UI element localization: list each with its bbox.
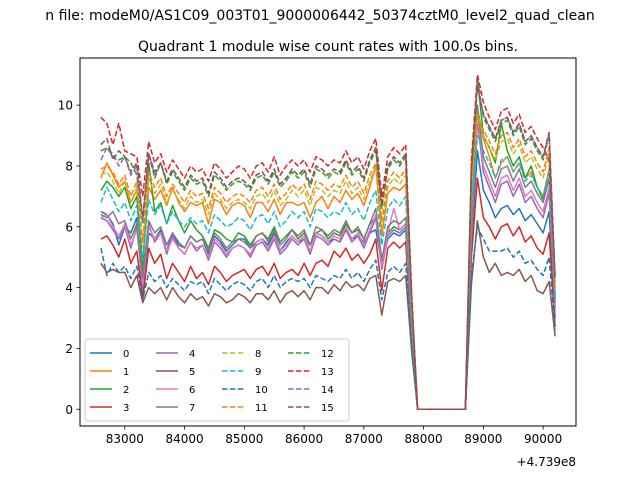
y-tick-label: 4 xyxy=(65,281,73,295)
series-line-9 xyxy=(100,134,556,411)
plot-lines xyxy=(100,73,556,411)
x-tick-label: 83000 xyxy=(106,432,144,446)
chart-title: Quadrant 1 module wise count rates with … xyxy=(138,39,518,55)
series-line-3 xyxy=(100,177,556,411)
legend-label-13: 13 xyxy=(321,367,334,378)
y-tick-label: 8 xyxy=(65,159,73,173)
series-line-13 xyxy=(100,73,556,411)
x-tick-label: 85000 xyxy=(225,432,263,446)
series-line-6 xyxy=(100,113,556,411)
series-line-5 xyxy=(100,219,556,411)
series-line-10 xyxy=(100,226,556,411)
y-tick-label: 6 xyxy=(65,220,73,234)
legend-label-1: 1 xyxy=(123,367,129,378)
x-tick-label: 88000 xyxy=(405,432,443,446)
legend-box xyxy=(84,338,350,422)
series-line-11 xyxy=(100,119,556,411)
legend-label-11: 11 xyxy=(255,403,268,414)
figure-suptitle: n file: modeM0/AS1C09_003T01_9000006442_… xyxy=(45,8,594,24)
x-tick-label: 90000 xyxy=(524,432,562,446)
series-line-8 xyxy=(100,113,556,411)
y-tick-label: 10 xyxy=(58,99,73,113)
y-tick-label: 2 xyxy=(65,342,73,356)
legend-label-4: 4 xyxy=(189,349,195,360)
x-axis-ticks: 83000 84000 85000 86000 87000 88000 89000 90000 xyxy=(106,426,562,446)
series-line-15 xyxy=(100,86,556,411)
y-axis-ticks: 0 2 4 6 8 10 xyxy=(58,99,80,417)
legend-label-6: 6 xyxy=(189,385,195,396)
legend-label-5: 5 xyxy=(189,367,195,378)
x-axis-offset-label: +4.739e8 xyxy=(517,455,576,469)
x-tick-label: 89000 xyxy=(464,432,502,446)
y-tick-label: 0 xyxy=(65,403,73,417)
legend-label-0: 0 xyxy=(123,349,129,360)
legend-label-15: 15 xyxy=(321,403,334,414)
legend-label-7: 7 xyxy=(189,403,195,414)
axes-frame xyxy=(79,57,577,427)
legend-label-12: 12 xyxy=(321,349,334,360)
x-tick-label: 84000 xyxy=(165,432,203,446)
legend-label-14: 14 xyxy=(321,385,334,396)
x-tick-label: 87000 xyxy=(345,432,383,446)
x-tick-label: 86000 xyxy=(285,432,323,446)
legend-label-8: 8 xyxy=(255,349,261,360)
legend-label-9: 9 xyxy=(255,367,261,378)
legend-label-10: 10 xyxy=(255,385,268,396)
legend-label-2: 2 xyxy=(123,385,129,396)
legend-label-3: 3 xyxy=(123,403,129,414)
